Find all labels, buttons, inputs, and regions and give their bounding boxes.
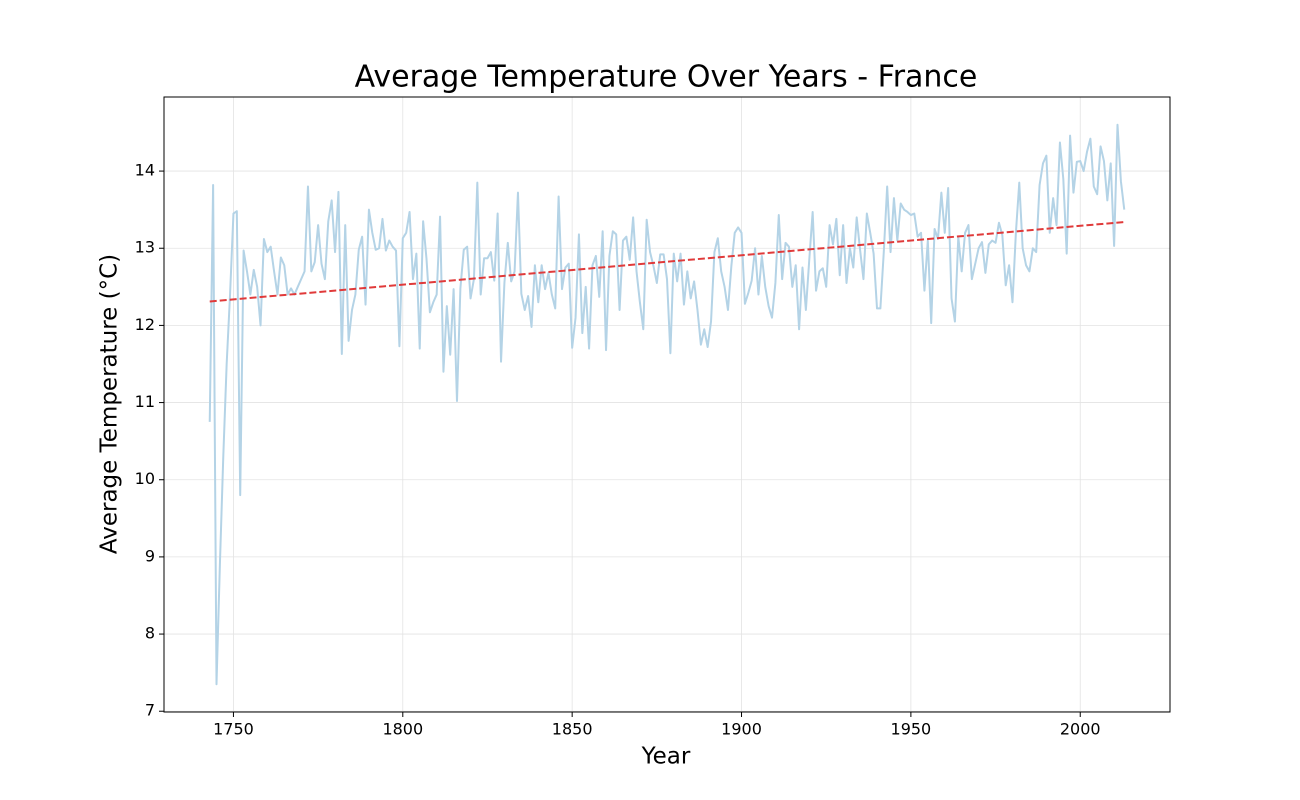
y-tick-label: 8 — [145, 624, 155, 643]
trend-line — [209, 221, 1125, 303]
x-tick-label: 1800 — [382, 720, 423, 739]
x-tick-label: 1950 — [891, 720, 932, 739]
y-tick-label: 7 — [145, 701, 155, 720]
chart-title: Average Temperature Over Years - France — [355, 60, 978, 95]
y-tick-label: 10 — [135, 469, 155, 488]
y-tick-label: 14 — [135, 161, 155, 180]
x-tick-label: 2000 — [1060, 720, 1101, 739]
y-tick-label: 13 — [135, 238, 155, 257]
y-tick-label: 9 — [145, 546, 155, 565]
data-line — [208, 123, 1126, 686]
x-tick-label: 1750 — [213, 720, 254, 739]
x-axis-label: Year — [641, 744, 691, 770]
y-tick-label: 12 — [135, 315, 155, 334]
y-tick-label: 11 — [135, 392, 155, 411]
x-tick-label: 1900 — [721, 720, 762, 739]
x-tick-label: 1850 — [552, 720, 593, 739]
plot-frame — [163, 96, 1171, 713]
y-axis-label: Average Temperature (°C) — [97, 254, 123, 554]
